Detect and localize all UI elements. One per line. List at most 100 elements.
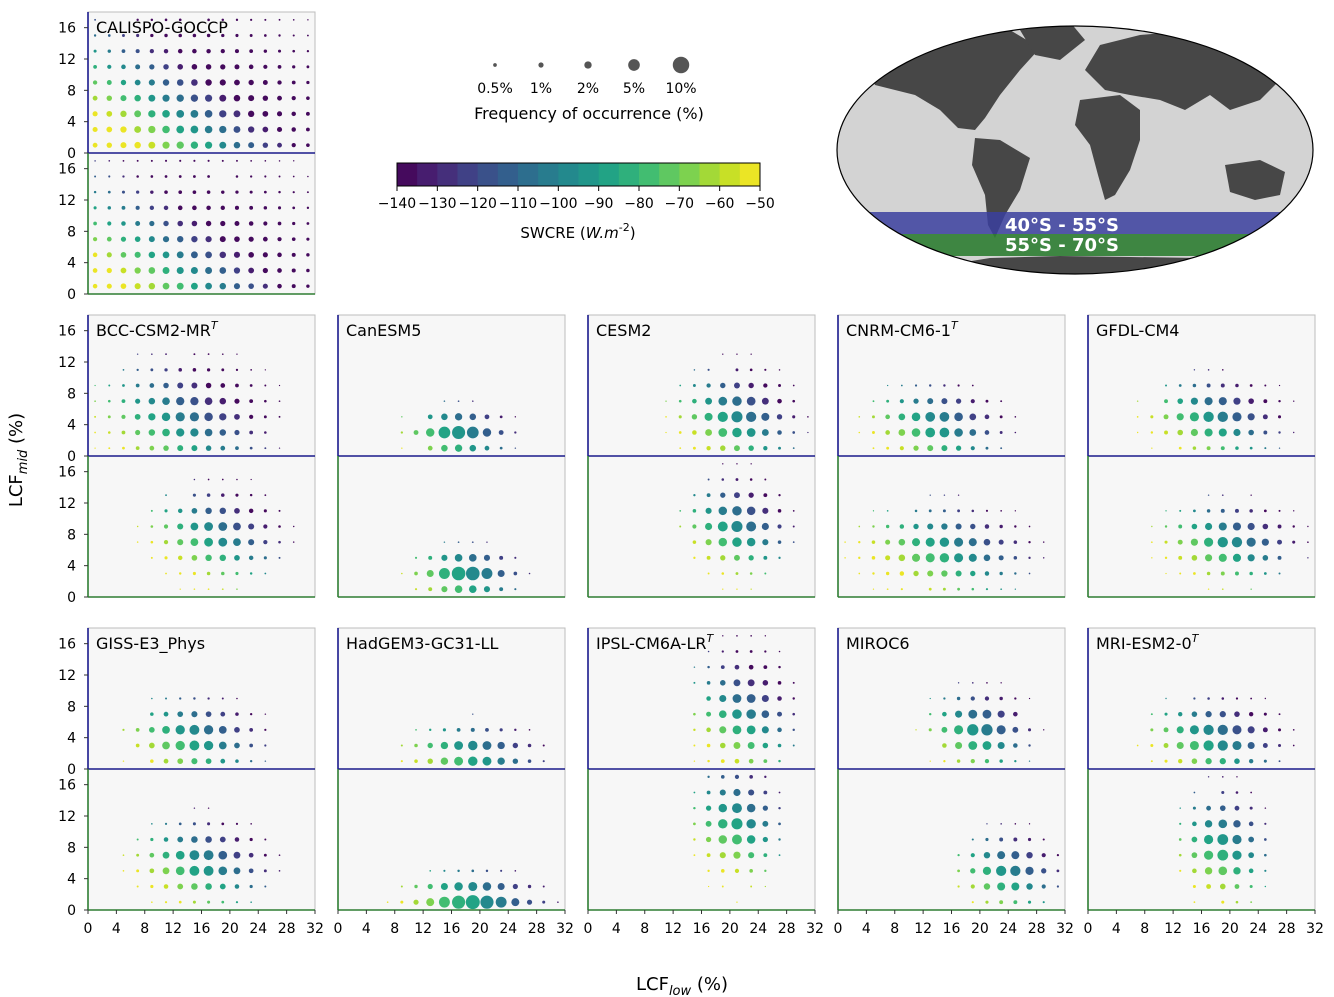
scatter-point (678, 431, 682, 434)
size-legend-label: 0.5% (477, 81, 513, 97)
scatter-point (763, 665, 768, 670)
colorbar-segment (719, 163, 741, 186)
scatter-point (292, 34, 295, 37)
scatter-point (108, 384, 111, 387)
y-tick-label: 8 (67, 840, 76, 856)
scatter-point (454, 585, 463, 593)
scatter-point (956, 759, 961, 763)
scatter-point (886, 399, 890, 403)
scatter-point (235, 383, 239, 388)
scatter-point (999, 759, 1003, 763)
scatter-point (778, 384, 781, 387)
scatter-point (456, 727, 461, 732)
map-border (836, 25, 1314, 275)
scatter-point (220, 445, 226, 451)
x-tick-label: 0 (84, 921, 93, 937)
scatter-point (898, 554, 906, 562)
scatter-point (122, 870, 125, 872)
scatter-point (278, 49, 282, 53)
scatter-point (291, 80, 296, 85)
scatter-point (1203, 411, 1214, 423)
scatter-point (204, 537, 213, 547)
scatter-point (763, 493, 768, 498)
scatter-point (1203, 850, 1214, 860)
scatter-point (1191, 711, 1198, 717)
scatter-point (886, 384, 889, 387)
scatter-point (497, 882, 505, 891)
scatter-point (134, 79, 141, 86)
scatter-point (93, 49, 97, 53)
scatter-point (735, 478, 739, 481)
scatter-point (203, 725, 214, 735)
scatter-point (219, 79, 226, 86)
scatter-point (1164, 556, 1168, 560)
scatter-point (748, 664, 754, 670)
scatter-point (427, 742, 433, 749)
scatter-point (207, 478, 210, 481)
scatter-point (885, 430, 890, 435)
scatter-point (999, 696, 1003, 701)
scatter-point (792, 744, 795, 747)
scatter-point (999, 415, 1003, 419)
scatter-point (233, 94, 241, 102)
scatter-point (278, 160, 281, 162)
scatter-point (692, 384, 696, 387)
scatter-point (136, 18, 139, 22)
scatter-point (221, 190, 225, 194)
scatter-point (1179, 572, 1182, 575)
scatter-point (150, 759, 154, 763)
scatter-point (278, 384, 281, 387)
scatter-point (1278, 447, 1281, 449)
scatter-point (306, 80, 310, 85)
x-tick-label: 20 (221, 921, 239, 937)
scatter-point (190, 125, 199, 134)
scatter-point (1218, 397, 1227, 406)
scatter-point (1056, 885, 1060, 888)
x-tick-label: 24 (1249, 921, 1267, 937)
scatter-point (693, 791, 696, 794)
scatter-point (748, 852, 755, 859)
y-tick-label: 4 (67, 872, 76, 888)
scatter-point (927, 570, 934, 577)
scatter-point (177, 711, 184, 718)
scatter-point (1207, 697, 1210, 700)
scatter-point (900, 384, 903, 387)
scatter-point (1203, 724, 1214, 735)
scatter-point (1292, 525, 1295, 528)
scatter-point (278, 447, 281, 449)
scatter-point (1220, 508, 1225, 513)
scatter-point (1217, 834, 1229, 845)
size-legend-marker (628, 59, 640, 71)
scatter-point (121, 64, 126, 70)
scatter-point (203, 850, 214, 861)
scatter-point (734, 492, 740, 499)
scatter-point (1136, 415, 1139, 418)
scatter-point (1177, 539, 1183, 545)
scatter-point (148, 79, 155, 86)
scatter-point (162, 282, 170, 290)
scatter-point (106, 236, 112, 242)
scatter-point (92, 126, 98, 133)
scatter-point (1013, 743, 1018, 748)
scatter-point (1193, 697, 1196, 700)
scatter-point (731, 834, 742, 845)
scatter-point (484, 445, 490, 451)
scatter-point (122, 175, 125, 178)
panel-north-bg (338, 315, 565, 456)
scatter-point (691, 414, 698, 420)
scatter-point (1150, 431, 1154, 434)
scatter-point (469, 413, 477, 421)
scatter-point (721, 572, 725, 575)
scatter-point (234, 429, 240, 436)
scatter-point (234, 49, 239, 54)
scatter-point (136, 885, 139, 888)
scatter-point (248, 221, 254, 226)
scatter-point (707, 885, 710, 888)
scatter-point (248, 852, 254, 858)
scatter-point (277, 142, 282, 148)
scatter-point (234, 236, 240, 242)
scatter-point (278, 540, 281, 544)
y-tick-label: 16 (58, 778, 76, 794)
scatter-point (470, 727, 475, 732)
scatter-point (778, 650, 781, 653)
